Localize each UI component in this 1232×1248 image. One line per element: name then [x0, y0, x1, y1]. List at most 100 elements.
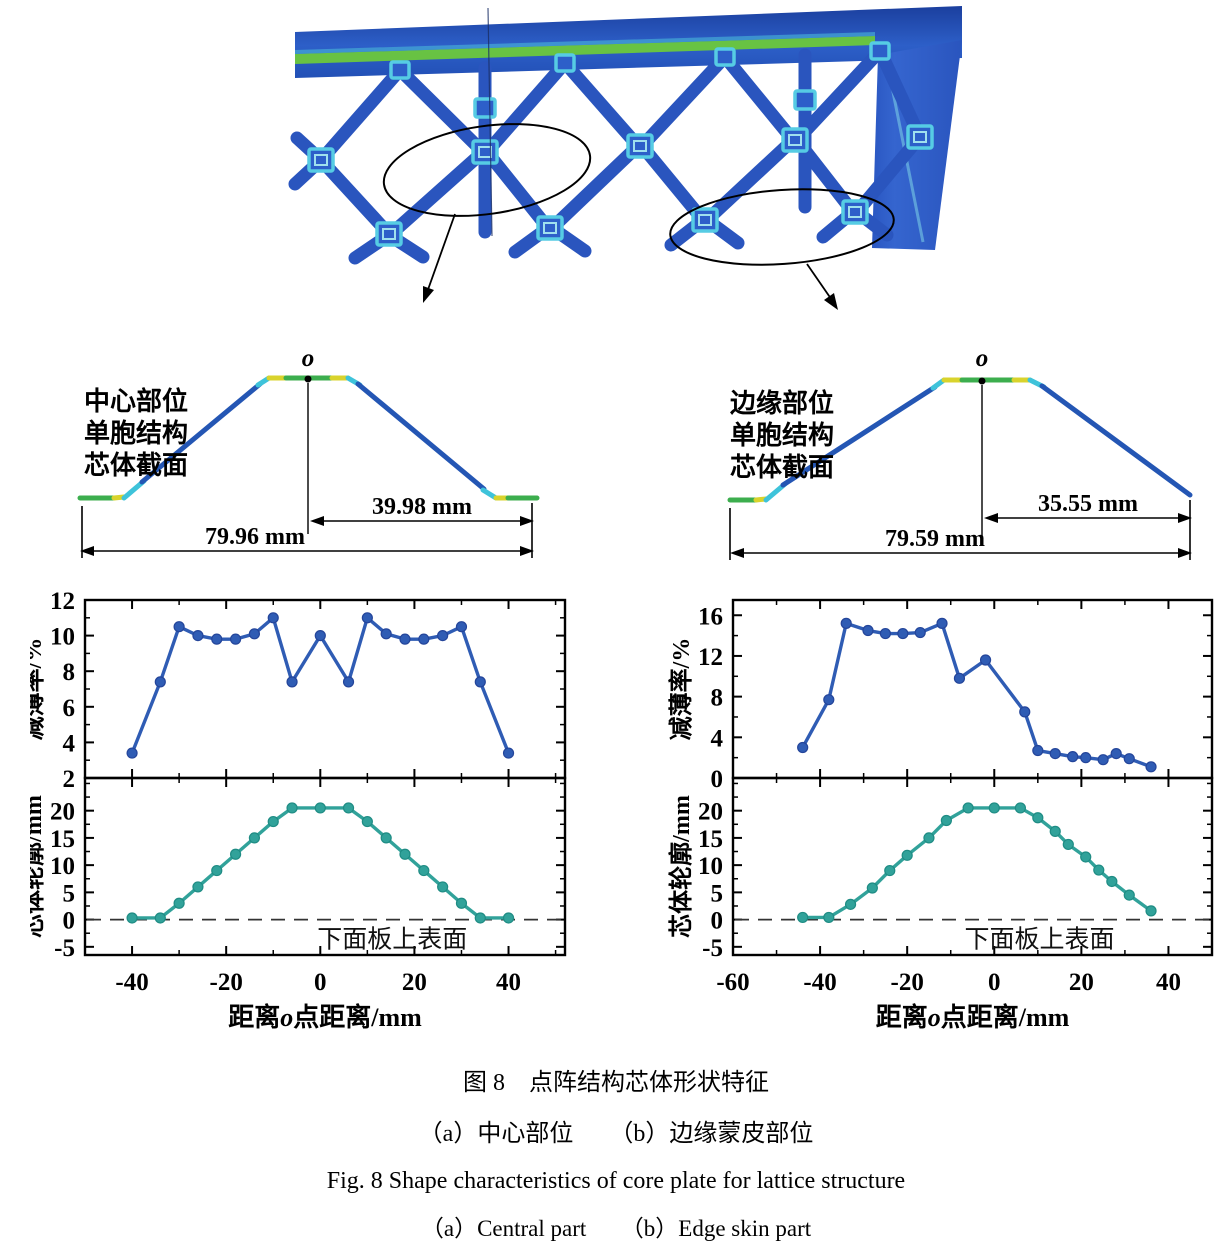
data-point: [173, 897, 185, 909]
data-point: [1067, 751, 1079, 763]
data-point: [1019, 706, 1031, 718]
svg-text:单胞结构: 单胞结构: [84, 418, 188, 448]
data-point: [248, 832, 261, 844]
y-tick-label: 0: [711, 766, 724, 793]
data-point: [979, 654, 992, 666]
data-point: [1123, 753, 1135, 765]
y-tick-label: 8: [63, 659, 76, 686]
y-tick-label: 6: [63, 695, 76, 722]
charts-edge-skin-part: 0 4 8 12 16 减薄率/% -5 0 5 10 15 20 下面板上表面 芯体轮廓/mm -60 -4…: [645, 588, 1232, 1038]
annotation-ellipse-edge: [669, 188, 895, 266]
chart-svg-col-center: 24681012减薄率/%-505101520下面板上表面芯体轮廓/mm-40-…: [19, 588, 567, 1032]
data-point: [418, 864, 430, 877]
data-point: [862, 624, 874, 637]
data-point: [154, 912, 166, 924]
lattice-structure-image: [288, 6, 962, 310]
data-point: [502, 747, 515, 759]
svg-text:芯体截面: 芯体截面: [730, 453, 834, 482]
y-axis-label: 减薄率/%: [30, 638, 47, 741]
y-tick-label: 5: [711, 880, 724, 907]
svg-text:边缘部位: 边缘部位: [730, 388, 834, 418]
data-point: [248, 628, 261, 640]
data-line-center-profile: [130, 806, 511, 920]
figure-caption-block: 图 8 点阵结构芯体形状特征 （a）中心部位 （b）边缘蒙皮部位 Fig. 8 …: [0, 1062, 1232, 1243]
annotation-arrow-center: [423, 213, 456, 303]
seam-line: [487, 7, 493, 237]
y-tick-label: 20: [698, 799, 723, 826]
data-point: [797, 741, 809, 754]
y-tick-label: 0: [63, 908, 76, 935]
origin-label: o: [976, 345, 989, 372]
data-point: [286, 802, 298, 814]
data-point: [455, 621, 468, 633]
y-axis-label: 芯体轮廓/mm: [667, 795, 695, 938]
data-point: [399, 633, 411, 645]
dimension-half-center: 39.98 mm: [310, 494, 534, 526]
data-point: [192, 629, 204, 642]
x-tick-label: 0: [314, 969, 327, 996]
data-point: [844, 898, 857, 910]
x-axis-label: 距离o点距离/mm: [876, 1002, 1070, 1032]
extension-lines: [729, 500, 1191, 560]
lattice-nodes: [307, 41, 934, 247]
y-tick-label: 10: [50, 853, 75, 880]
caption-title-en: Fig. 8 Shape characteristics of core pla…: [326, 1168, 906, 1194]
data-point: [361, 815, 373, 828]
data-point: [797, 911, 809, 924]
data-point: [1049, 747, 1061, 760]
x-tick-label: -20: [210, 969, 243, 996]
cross-section-diagram-center: o 39.98 mm 79.96 mm 中心部位 单胞结构 芯体截面: [77, 345, 540, 558]
arrowhead-icon: [423, 286, 434, 303]
x-tick-label: 40: [1156, 969, 1181, 996]
dimension-half-label: 35.55 mm: [1038, 491, 1138, 517]
x-tick-label: 20: [1069, 969, 1094, 996]
data-point: [154, 676, 166, 688]
y-tick-label: 0: [711, 908, 724, 935]
data-point: [1097, 754, 1109, 766]
data-point: [380, 832, 392, 844]
data-point: [897, 627, 909, 640]
data-point: [1110, 747, 1122, 760]
y-tick-label: 15: [50, 826, 75, 853]
y-tick-label: 20: [50, 799, 75, 826]
data-point: [502, 912, 515, 924]
annotation-ellipse-center: [382, 123, 592, 217]
data-point: [914, 626, 926, 639]
dimension-full-edge: 79.59 mm: [730, 526, 1192, 558]
data-point: [1049, 825, 1061, 837]
origin-label: o: [302, 345, 315, 372]
data-point: [1080, 851, 1092, 863]
core-profile-edge: [727, 377, 1193, 503]
data-point: [126, 747, 138, 759]
plot-border: [731, 776, 1214, 957]
data-point: [455, 897, 468, 909]
y-axis-label: 芯体轮廓/mm: [30, 795, 47, 938]
data-point: [437, 881, 449, 893]
data-point: [1062, 838, 1074, 851]
y-tick-label: 10: [698, 853, 723, 880]
data-point: [286, 676, 298, 688]
data-point: [437, 629, 449, 642]
svg-text:芯体截面: 芯体截面: [84, 451, 188, 480]
caption-title-zh: 图 8 点阵结构芯体形状特征: [463, 1070, 769, 1096]
y-tick-label: 4: [711, 725, 724, 752]
data-point: [229, 848, 242, 860]
data-point: [192, 881, 204, 893]
data-point: [940, 814, 952, 827]
y-tick-label: 12: [698, 644, 723, 671]
data-point: [823, 694, 835, 706]
data-point: [1032, 744, 1044, 757]
data-point: [342, 802, 355, 814]
x-tick-label: 20: [402, 969, 427, 996]
data-point: [901, 849, 913, 861]
y-tick-label: 16: [698, 603, 723, 630]
x-tick-label: -60: [716, 969, 749, 996]
y-axis-label: 减薄率/%: [667, 638, 695, 741]
data-point: [126, 912, 138, 924]
data-point: [1014, 802, 1026, 814]
section-label-center: 中心部位 单胞结构 芯体截面: [84, 386, 188, 480]
y-tick-label: 5: [63, 880, 76, 907]
plot-border: [83, 776, 567, 957]
